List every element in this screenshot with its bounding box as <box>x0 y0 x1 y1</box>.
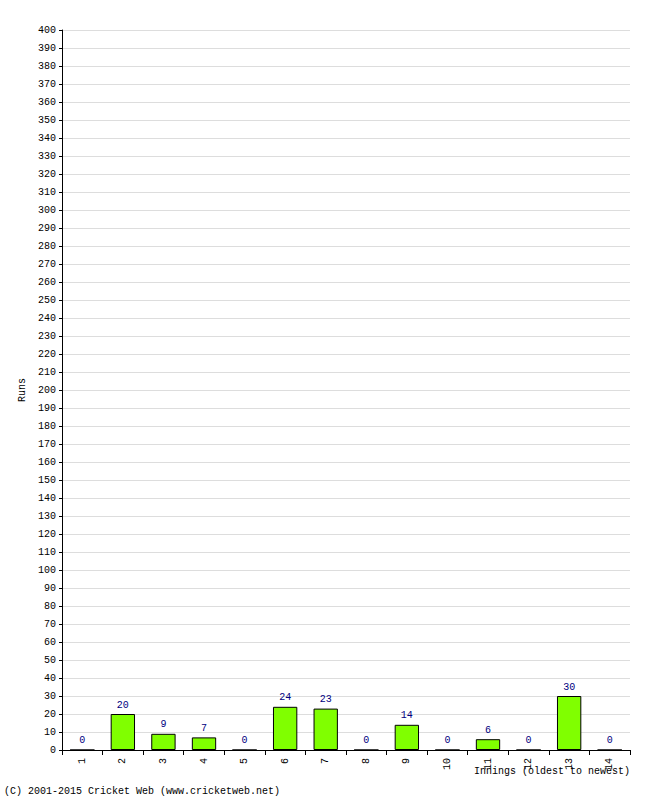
svg-text:13: 13 <box>564 758 575 770</box>
svg-text:280: 280 <box>38 241 56 252</box>
svg-text:0: 0 <box>444 735 450 746</box>
svg-text:190: 190 <box>38 403 56 414</box>
svg-text:230: 230 <box>38 331 56 342</box>
svg-text:0: 0 <box>363 735 369 746</box>
svg-text:390: 390 <box>38 43 56 54</box>
svg-text:220: 220 <box>38 349 56 360</box>
svg-text:0: 0 <box>526 735 532 746</box>
svg-text:24: 24 <box>279 692 291 703</box>
svg-text:1: 1 <box>77 758 88 764</box>
svg-text:110: 110 <box>38 547 56 558</box>
svg-text:11: 11 <box>483 758 494 770</box>
svg-text:6: 6 <box>485 725 491 736</box>
svg-text:9: 9 <box>401 758 412 764</box>
svg-text:330: 330 <box>38 151 56 162</box>
svg-text:Innings (oldest to newest): Innings (oldest to newest) <box>474 765 630 777</box>
svg-text:9: 9 <box>160 719 166 730</box>
svg-text:20: 20 <box>44 709 56 720</box>
svg-text:5: 5 <box>239 758 250 764</box>
svg-text:80: 80 <box>44 601 56 612</box>
svg-text:3: 3 <box>158 758 169 764</box>
svg-text:180: 180 <box>38 421 56 432</box>
svg-text:160: 160 <box>38 457 56 468</box>
svg-text:60: 60 <box>44 637 56 648</box>
svg-text:310: 310 <box>38 187 56 198</box>
svg-text:30: 30 <box>563 682 575 693</box>
svg-text:0: 0 <box>242 735 248 746</box>
svg-text:30: 30 <box>44 691 56 702</box>
svg-text:0: 0 <box>79 735 85 746</box>
svg-text:Runs: Runs <box>17 378 28 402</box>
svg-text:50: 50 <box>44 655 56 666</box>
svg-text:340: 340 <box>38 133 56 144</box>
svg-text:360: 360 <box>38 97 56 108</box>
svg-text:6: 6 <box>280 758 291 764</box>
svg-text:4: 4 <box>199 758 210 764</box>
svg-text:8: 8 <box>361 758 372 764</box>
svg-text:14: 14 <box>604 758 615 770</box>
svg-text:300: 300 <box>38 205 56 216</box>
svg-text:(C) 2001-2015 Cricket Web (www: (C) 2001-2015 Cricket Web (www.cricketwe… <box>4 786 280 797</box>
svg-text:7: 7 <box>201 723 207 734</box>
svg-text:90: 90 <box>44 583 56 594</box>
svg-text:320: 320 <box>38 169 56 180</box>
svg-text:170: 170 <box>38 439 56 450</box>
svg-text:23: 23 <box>320 694 332 705</box>
svg-text:14: 14 <box>401 710 413 721</box>
svg-text:0: 0 <box>607 735 613 746</box>
svg-text:400: 400 <box>38 25 56 36</box>
svg-text:370: 370 <box>38 79 56 90</box>
svg-text:210: 210 <box>38 367 56 378</box>
svg-text:380: 380 <box>38 61 56 72</box>
svg-text:2: 2 <box>117 758 128 764</box>
svg-text:350: 350 <box>38 115 56 126</box>
svg-text:270: 270 <box>38 259 56 270</box>
svg-text:20: 20 <box>117 700 129 711</box>
svg-text:130: 130 <box>38 511 56 522</box>
svg-text:10: 10 <box>442 758 453 770</box>
svg-text:200: 200 <box>38 385 56 396</box>
svg-text:260: 260 <box>38 277 56 288</box>
svg-text:150: 150 <box>38 475 56 486</box>
svg-text:12: 12 <box>523 758 534 770</box>
svg-text:140: 140 <box>38 493 56 504</box>
svg-text:40: 40 <box>44 673 56 684</box>
svg-text:250: 250 <box>38 295 56 306</box>
svg-text:290: 290 <box>38 223 56 234</box>
svg-text:70: 70 <box>44 619 56 630</box>
svg-text:10: 10 <box>44 727 56 738</box>
svg-text:240: 240 <box>38 313 56 324</box>
svg-text:0: 0 <box>50 745 56 756</box>
svg-text:100: 100 <box>38 565 56 576</box>
svg-text:7: 7 <box>320 758 331 764</box>
svg-text:120: 120 <box>38 529 56 540</box>
